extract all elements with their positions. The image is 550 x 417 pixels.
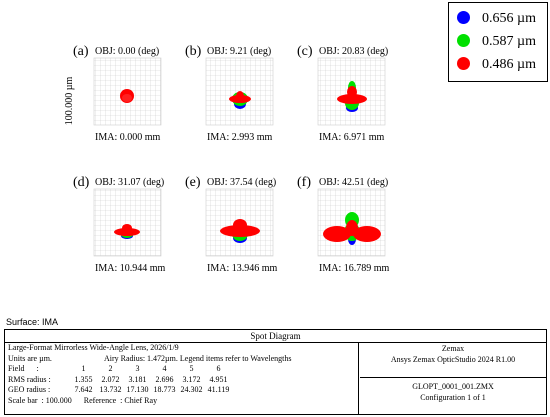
geo-value: 24.302: [180, 385, 203, 394]
legend-marker-green: [457, 34, 470, 48]
geo-value: 7.642: [74, 385, 93, 394]
ima-label: IMA: 13.946 mm: [207, 263, 278, 274]
rms-value: 2.696: [155, 374, 174, 384]
obj-label: OBJ: 9.21 (deg): [207, 46, 271, 57]
panel-letter: (b): [185, 44, 202, 59]
spot-blob: [347, 86, 357, 98]
rms-value: 3.181: [128, 374, 147, 384]
geo-value: 18.773: [153, 385, 176, 394]
spot-blob: [122, 94, 132, 102]
geo-label: GEO radius :: [8, 385, 51, 394]
legend-label: 0.486 µm: [482, 57, 536, 72]
rms-label: RMS radius :: [8, 374, 51, 384]
field-value: 6: [216, 364, 221, 373]
panel-grid: [93, 188, 162, 257]
spot-blob: [337, 94, 367, 104]
scale-row: Scale bar : 100.000 Reference : Chief Ray: [8, 396, 358, 407]
obj-label: OBJ: 42.51 (deg): [319, 177, 388, 188]
units-text: Units are µm.: [8, 353, 52, 363]
configuration: Configuration 1 of 1: [420, 392, 486, 402]
file-info: GLOPT_0001_001.ZMX Configuration 1 of 1: [360, 379, 546, 414]
geo-value: 13.732: [99, 385, 122, 394]
spot-blob: [122, 224, 132, 232]
legend-marker-blue: [457, 11, 470, 25]
units-line: Units are µm. Airy Radius: 1.472µm. Legen…: [8, 354, 358, 365]
company-name: Zemax: [441, 344, 465, 353]
spot-diagram-plot: (a) OBJ: 0.00 (deg) IMA: 0.000 mm (b) OBJ: 9…: [64, 44, 390, 274]
ima-label: IMA: 0.000 mm: [95, 132, 161, 143]
legend-item-3: 0.486 µm: [457, 54, 536, 76]
obj-label: OBJ: 37.54 (deg): [207, 177, 276, 188]
geo-value: 41.119: [207, 385, 230, 394]
product-name: Ansys Zemax OpticStudio 2024 R1.00: [390, 354, 516, 364]
legend-label: 0.587 µm: [482, 34, 536, 49]
spot-blob: [346, 220, 358, 236]
rms-value: 3.172: [182, 374, 201, 384]
rms-value: 2.072: [101, 374, 120, 384]
spot-blob: [353, 226, 381, 242]
obj-label: OBJ: 20.83 (deg): [319, 46, 388, 57]
spot-panel: (c) OBJ: 20.83 (deg) IMA: 6.971 mm: [297, 44, 388, 143]
panel-letter: (a): [73, 44, 89, 59]
spot-panel: (b) OBJ: 9.21 (deg) IMA: 2.993 mm: [185, 44, 274, 143]
panel-letter: (f): [297, 175, 311, 190]
obj-label: OBJ: 31.07 (deg): [95, 177, 164, 188]
scale-label: 100.000 µm: [64, 77, 75, 126]
spot-panel: (d) OBJ: 31.07 (deg) IMA: 10.944 mm: [73, 175, 166, 274]
file-name: GLOPT_0001_001.ZMX: [412, 382, 494, 391]
footer-details: Large-Format Mirrorless Wide-Angle Lens,…: [5, 343, 359, 414]
field-value: 3: [135, 364, 140, 373]
wavelength-legend: 0.656 µm 0.587 µm 0.486 µm: [448, 2, 548, 82]
ima-label: IMA: 10.944 mm: [95, 263, 166, 274]
spot-blob: [233, 219, 247, 231]
spot-panel: (e) OBJ: 37.54 (deg) IMA: 13.946 mm: [185, 175, 278, 274]
field-row: Field : 1 2 3 4 5 6: [8, 364, 358, 375]
rms-value: 1.355: [74, 374, 93, 384]
geo-value: 17.130: [126, 385, 149, 394]
legend-item-2: 0.587 µm: [457, 31, 536, 53]
geo-row: GEO radius : 7.642 13.732 17.130 18.773 24.30…: [8, 385, 358, 396]
spot-panel: (f) OBJ: 42.51 (deg) IMA: 16.789 mm: [297, 175, 390, 274]
ima-label: IMA: 2.993 mm: [207, 132, 273, 143]
ima-label: IMA: 16.789 mm: [319, 263, 390, 274]
legend-label: 0.656 µm: [482, 11, 536, 26]
field-value: 5: [189, 364, 194, 373]
airy-radius-text: Airy Radius: 1.472µm. Legend items refer…: [103, 353, 292, 363]
rms-row: RMS radius : 1.355 2.072 3.181 2.696 3.172 4.9…: [8, 375, 358, 386]
lens-title: Large-Format Mirrorless Wide-Angle Lens,…: [8, 343, 179, 352]
panel-letter: (c): [297, 44, 313, 59]
field-value: 2: [108, 364, 113, 373]
panel-letter: (d): [73, 175, 90, 190]
footer-title: Spot Diagram: [5, 330, 546, 343]
spot-blob: [236, 91, 244, 101]
rms-value: 4.951: [209, 374, 228, 384]
panel-letter: (e): [185, 175, 201, 190]
spot-panel: (a) OBJ: 0.00 (deg) IMA: 0.000 mm: [73, 44, 162, 143]
field-label: Field :: [8, 364, 39, 373]
ima-label: IMA: 6.971 mm: [319, 132, 385, 143]
spot-blob: [323, 226, 351, 242]
field-value: 1: [81, 364, 86, 373]
reference-text: Reference : Chief Ray: [83, 395, 158, 405]
legend-item-1: 0.656 µm: [457, 8, 536, 30]
scale-bar-text: Scale bar : 100.000: [8, 395, 72, 405]
info-footer: Spot Diagram Large-Format Mirrorless Wid…: [4, 329, 547, 415]
software-info: Zemax Ansys Zemax OpticStudio 2024 R1.00: [360, 343, 546, 378]
obj-label: OBJ: 0.00 (deg): [95, 46, 159, 57]
field-value: 4: [162, 364, 167, 373]
legend-marker-red: [457, 57, 470, 71]
surface-label: Surface: IMA: [6, 317, 59, 327]
